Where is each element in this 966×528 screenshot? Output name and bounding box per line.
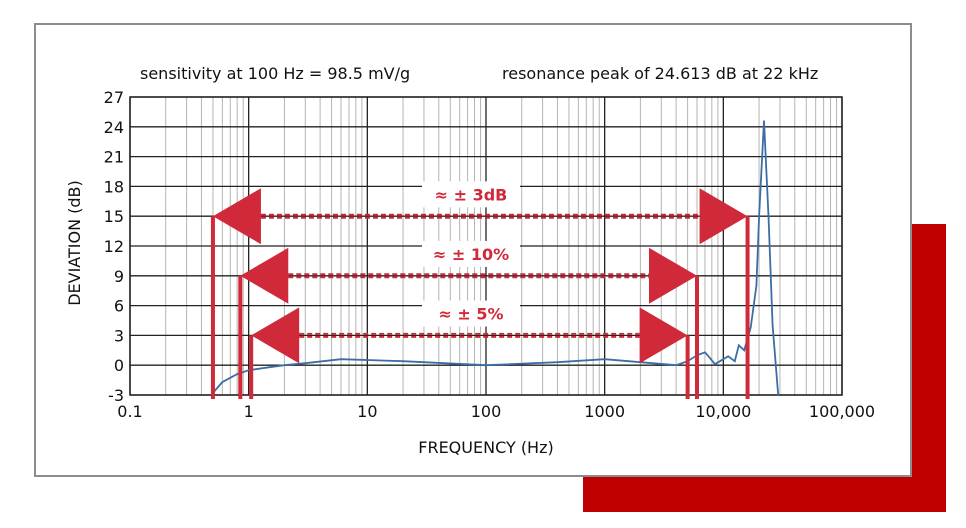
response-point xyxy=(755,285,758,287)
band-left-limit xyxy=(238,275,243,399)
resonance-annotation: resonance peak of 24.613 dB at 22 kHz xyxy=(502,64,818,83)
band-label: ≈ ± 3dB xyxy=(435,185,508,204)
response-point xyxy=(738,344,740,346)
response-point xyxy=(402,360,404,362)
band-right-limit xyxy=(745,216,750,399)
band-right-limit xyxy=(685,335,690,399)
band-left-limit xyxy=(249,335,254,399)
band-right-limit xyxy=(695,275,700,399)
response-point xyxy=(758,215,760,217)
response-point xyxy=(248,369,250,371)
response-point xyxy=(304,362,306,364)
response-point xyxy=(750,326,752,329)
band-label-background xyxy=(422,181,520,208)
y-tick-label: 3 xyxy=(114,326,124,345)
response-point xyxy=(707,355,710,357)
frequency-response-chart: 0.1 1 10 100 1000 10,000 100,000 27 24 21 18 15 12 9 6… xyxy=(65,64,875,457)
x-tick-label: 0.1 xyxy=(117,402,142,421)
response-point xyxy=(236,373,238,375)
band-label-background xyxy=(422,300,520,327)
x-tick-label: 100 xyxy=(471,402,502,421)
response-point xyxy=(722,358,724,360)
band-right-arrowhead xyxy=(649,247,698,304)
tolerance-bands: ≈ ± 3dB ≈ ± 10% ≈ ± 5% xyxy=(210,181,750,399)
axes: 0.1 1 10 100 1000 10,000 100,000 27 24 21 18 15 12 9 6… xyxy=(104,88,875,421)
y-tick-label: 6 xyxy=(114,297,124,316)
y-tick-label: 27 xyxy=(104,88,124,107)
x-tick-label: 100,000 xyxy=(809,402,875,421)
response-point xyxy=(340,358,342,360)
response-point xyxy=(763,120,765,122)
band-right-arrowhead xyxy=(639,307,688,364)
y-tick-label: 12 xyxy=(104,237,124,256)
y-tick-label: 0 xyxy=(114,356,124,375)
band-label-background xyxy=(422,240,520,267)
response-point xyxy=(604,358,606,360)
response-point xyxy=(704,351,706,353)
chart-labels: sensitivity at 100 Hz = 98.5 mV/g resona… xyxy=(65,64,818,457)
tolerance-band: ≈ ± 5% xyxy=(249,300,690,399)
x-tick-label: 1000 xyxy=(584,402,625,421)
y-tick-label: 18 xyxy=(104,177,124,196)
y-tick-label: -3 xyxy=(108,386,124,405)
tolerance-band: ≈ ± 10% xyxy=(238,240,700,399)
band-right-arrowhead xyxy=(699,188,748,245)
y-tick-label: 15 xyxy=(104,207,124,226)
response-point xyxy=(556,361,559,363)
response-point xyxy=(675,364,677,366)
response-point xyxy=(268,366,271,368)
band-label: ≈ ± 5% xyxy=(438,305,503,324)
response-point xyxy=(777,394,779,396)
response-point xyxy=(714,363,716,365)
band-label: ≈ ± 10% xyxy=(433,245,509,264)
y-tick-label: 21 xyxy=(104,148,124,167)
band-left-limit xyxy=(210,216,215,399)
y-axis-label: DEVIATION (dB) xyxy=(65,180,84,306)
response-point xyxy=(767,215,770,217)
response-point xyxy=(743,349,745,351)
response-point xyxy=(283,364,285,366)
x-tick-label: 10 xyxy=(357,402,377,421)
band-left-arrowhead xyxy=(240,247,289,304)
response-point xyxy=(771,324,774,327)
response-point xyxy=(734,360,736,362)
band-left-arrowhead xyxy=(251,307,300,364)
response-point xyxy=(727,355,729,357)
band-left-arrowhead xyxy=(212,188,261,245)
y-tick-label: 9 xyxy=(114,267,124,286)
chart-card: 0.1 1 10 100 1000 10,000 100,000 27 24 21 18 15 12 9 6… xyxy=(34,23,912,477)
response-point xyxy=(221,381,223,383)
x-tick-label: 1 xyxy=(244,402,254,421)
sensitivity-annotation: sensitivity at 100 Hz = 98.5 mV/g xyxy=(140,64,410,83)
y-tick-label: 24 xyxy=(104,118,124,137)
response-point xyxy=(485,364,487,366)
plot-frame xyxy=(129,96,843,396)
tolerance-band: ≈ ± 3dB xyxy=(210,181,750,399)
x-axis-label: FREQUENCY (Hz) xyxy=(418,438,553,457)
x-tick-label: 10,000 xyxy=(695,402,751,421)
